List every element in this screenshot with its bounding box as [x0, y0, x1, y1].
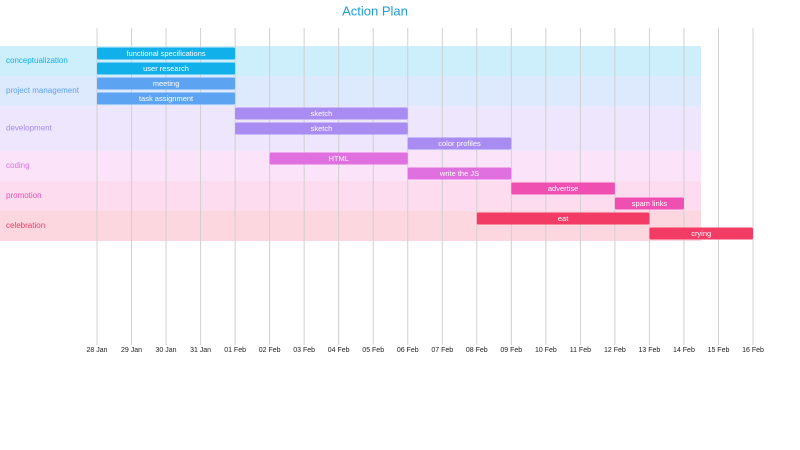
x-tick-label: 04 Feb — [328, 347, 350, 354]
group-label: promotion — [6, 191, 42, 200]
task-label: sketch — [311, 109, 333, 118]
task-label: HTML — [328, 154, 348, 163]
task-bar — [269, 152, 408, 165]
x-tick-label: 07 Feb — [431, 347, 453, 354]
x-tick-label: 01 Feb — [224, 347, 246, 354]
x-tick-label: 11 Feb — [570, 347, 591, 354]
group-label: coding — [6, 161, 30, 170]
task-label: task assignment — [139, 94, 194, 103]
x-tick-label: 29 Jan — [121, 347, 142, 354]
task-label: meeting — [153, 79, 180, 88]
task-bar — [407, 137, 512, 150]
x-tick-label: 09 Feb — [500, 347, 522, 354]
task-label: user research — [143, 64, 189, 73]
x-tick-label: 30 Jan — [156, 347, 177, 354]
x-tick-label: 08 Feb — [466, 347, 488, 354]
task-bar — [649, 227, 753, 240]
task-bar — [511, 182, 615, 195]
x-tick-label: 03 Feb — [293, 347, 315, 354]
group-label: conceptualization — [6, 56, 68, 65]
group-label: development — [6, 124, 53, 133]
task-label: color profiles — [438, 139, 481, 148]
x-tick-label: 02 Feb — [259, 347, 281, 354]
x-tick-label: 16 Feb — [742, 347, 764, 354]
task-label: functional specifications — [126, 49, 205, 58]
task-bar — [97, 62, 236, 75]
x-tick-label: 05 Feb — [362, 347, 384, 354]
task-bar — [235, 122, 408, 135]
chart-title: Action Plan — [342, 3, 408, 18]
task-label: write the JS — [439, 169, 479, 178]
task-label: spam links — [632, 199, 668, 208]
x-tick-label: 28 Jan — [86, 347, 107, 354]
x-tick-label: 12 Feb — [604, 347, 626, 354]
task-bar — [407, 167, 512, 180]
task-label: crying — [691, 229, 711, 238]
x-tick-label: 31 Jan — [190, 347, 211, 354]
task-bar — [476, 212, 650, 225]
task-bar — [97, 47, 236, 60]
task-bar — [97, 77, 236, 90]
group-label: celebration — [6, 221, 45, 230]
x-tick-label: 14 Feb — [673, 347, 695, 354]
x-tick-label: 13 Feb — [639, 347, 661, 354]
x-tick-label: 15 Feb — [708, 347, 730, 354]
task-label: advertise — [548, 184, 578, 193]
x-tick-label: 10 Feb — [535, 347, 557, 354]
task-bar — [97, 92, 236, 105]
x-tick-label: 06 Feb — [397, 347, 419, 354]
group-label: project management — [6, 86, 80, 95]
task-bar — [235, 107, 408, 120]
task-label: eat — [558, 214, 569, 223]
task-bar — [614, 197, 684, 210]
task-label: sketch — [311, 124, 333, 133]
